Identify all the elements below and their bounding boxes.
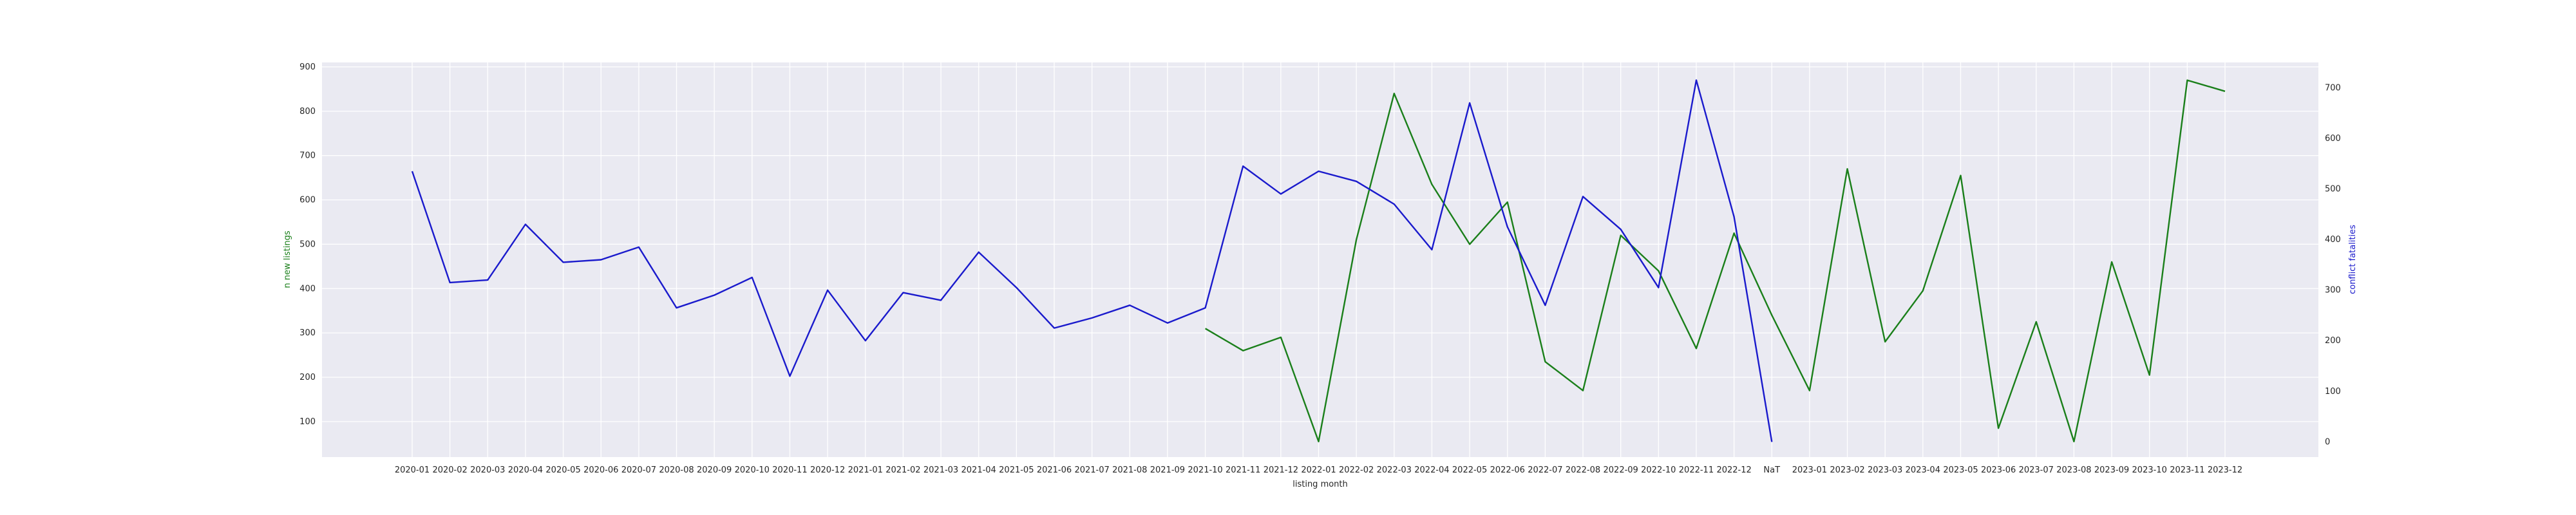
right-tick-label: 400	[2325, 235, 2341, 245]
x-tick-label: 2021-09	[1150, 465, 1185, 475]
right-y-axis-title: conflict fatalities	[2348, 225, 2358, 294]
x-tick-label: 2022-12	[1716, 465, 1751, 475]
right-tick-label: 300	[2325, 286, 2341, 295]
left-tick-label: 800	[299, 107, 316, 117]
x-tick-label: 2023-02	[1830, 465, 1864, 475]
x-tick-label: 2023-08	[2056, 465, 2091, 475]
x-tick-label: 2020-01	[395, 465, 430, 475]
x-tick-label: 2022-10	[1641, 465, 1676, 475]
left-tick-label: 700	[299, 151, 316, 161]
x-tick-label: 2020-04	[508, 465, 543, 475]
x-tick-label: 2023-12	[2208, 465, 2242, 475]
right-axis-series-line	[411, 79, 1773, 442]
x-tick-label: 2022-09	[1604, 465, 1638, 475]
x-tick-label: 2022-06	[1490, 465, 1525, 475]
x-tick-label: 2023-09	[2094, 465, 2129, 475]
x-tick-label: 2022-04	[1414, 465, 1449, 475]
left-y-axis: 100 200 300 400 500 600 700 800 900	[299, 62, 316, 427]
x-tick-label: 2023-01	[1792, 465, 1827, 475]
x-tick-label: 2022-11	[1679, 465, 1714, 475]
x-tick-label: 2022-02	[1339, 465, 1374, 475]
x-tick-label: 2021-08	[1112, 465, 1147, 475]
x-tick-label: 2020-06	[583, 465, 618, 475]
x-tick-label: 2020-11	[772, 465, 807, 475]
x-tick-label: 2022-07	[1528, 465, 1562, 475]
x-tick-label: 2021-07	[1074, 465, 1109, 475]
x-tick-label: 2022-05	[1452, 465, 1487, 475]
x-tick-label: 2023-11	[2170, 465, 2204, 475]
x-tick-label: NaT	[1763, 465, 1780, 475]
x-tick-label: 2020-10	[735, 465, 770, 475]
left-tick-label: 500	[299, 239, 316, 249]
x-tick-label: 2021-10	[1188, 465, 1222, 475]
x-tick-label: 2023-04	[1906, 465, 1940, 475]
x-tick-label: 2021-01	[848, 465, 883, 475]
x-tick-label: 2020-07	[621, 465, 656, 475]
x-tick-label: 2021-04	[961, 465, 996, 475]
x-tick-label: 2022-03	[1377, 465, 1412, 475]
x-tick-label: 2021-11	[1226, 465, 1260, 475]
left-tick-label: 200	[299, 373, 316, 382]
x-tick-label: 2020-05	[545, 465, 580, 475]
x-tick-label: 2020-09	[697, 465, 732, 475]
x-tick-label: 2023-10	[2132, 465, 2167, 475]
x-tick-label: 2023-03	[1868, 465, 1902, 475]
series-layer	[411, 79, 2226, 443]
x-tick-label: 2020-12	[810, 465, 845, 475]
x-tick-label: 2020-02	[432, 465, 467, 475]
right-tick-label: 500	[2325, 184, 2341, 194]
x-tick-label: 2020-03	[470, 465, 505, 475]
left-tick-label: 300	[299, 328, 316, 338]
right-tick-label: 600	[2325, 134, 2341, 144]
x-axis: 2020-01 2020-02 2020-03 2020-04 2020-05 2020-…	[395, 465, 2242, 475]
x-tick-label: 2021-05	[999, 465, 1034, 475]
x-tick-label: 2022-08	[1566, 465, 1600, 475]
left-tick-label: 600	[299, 196, 316, 205]
x-tick-label: 2021-03	[923, 465, 958, 475]
x-tick-label: 2022-01	[1301, 465, 1336, 475]
left-axis-series-line	[1204, 79, 2226, 443]
right-tick-label: 0	[2325, 437, 2330, 447]
right-tick-label: 700	[2325, 83, 2341, 93]
x-tick-label: 2021-06	[1037, 465, 1072, 475]
right-y-axis: 0 100 200 300 400 500 600 700	[2325, 83, 2341, 447]
left-y-axis-title: n new listings	[283, 230, 292, 288]
x-tick-label: 2020-08	[659, 465, 694, 475]
left-tick-label: 900	[299, 62, 316, 72]
x-tick-label: 2023-05	[1943, 465, 1978, 475]
plot-background	[322, 62, 2318, 457]
right-tick-label: 100	[2325, 387, 2341, 397]
x-tick-label: 2023-07	[2019, 465, 2054, 475]
x-tick-label: 2021-02	[886, 465, 920, 475]
right-tick-label: 200	[2325, 336, 2341, 346]
x-axis-title: listing month	[1293, 480, 1348, 489]
left-tick-label: 100	[299, 417, 316, 427]
x-tick-label: 2023-06	[1981, 465, 2016, 475]
left-tick-label: 400	[299, 284, 316, 294]
x-tick-label: 2021-12	[1264, 465, 1298, 475]
